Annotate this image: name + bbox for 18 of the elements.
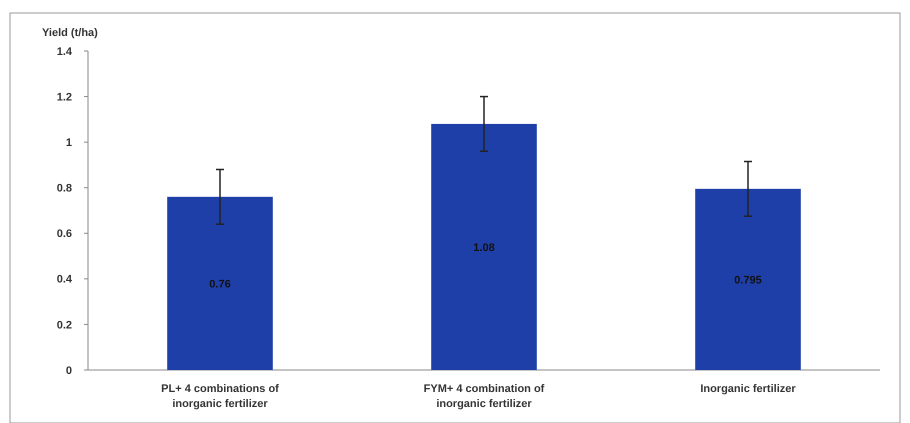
y-tick-label: 0.8 [56, 182, 72, 195]
x-tick-label: FYM+ 4 combination of inorganic fertilizer [424, 383, 545, 410]
bar [695, 188, 801, 370]
y-tick-label: 0.4 [56, 274, 73, 286]
y-tick-label: 0.6 [56, 228, 72, 240]
y-tick-label: 0 [66, 364, 72, 377]
y-tick-label: 0.2 [56, 319, 72, 332]
bar [167, 196, 273, 370]
data-label: 0.795 [734, 274, 762, 286]
y-tick-label: 1 [66, 136, 72, 149]
y-tick-label: 1.4 [56, 46, 73, 58]
bar [431, 124, 537, 370]
y-axis-title: Yield (t/ha) [42, 27, 98, 39]
x-tick-label: PL+ 4 combinations of inorganic fertilizer [161, 383, 280, 410]
data-label: 0.76 [209, 278, 231, 290]
data-label: 1.08 [473, 242, 495, 254]
x-tick-label: Inorganic fertilizer [700, 383, 796, 395]
y-tick-label: 1.2 [56, 91, 72, 104]
